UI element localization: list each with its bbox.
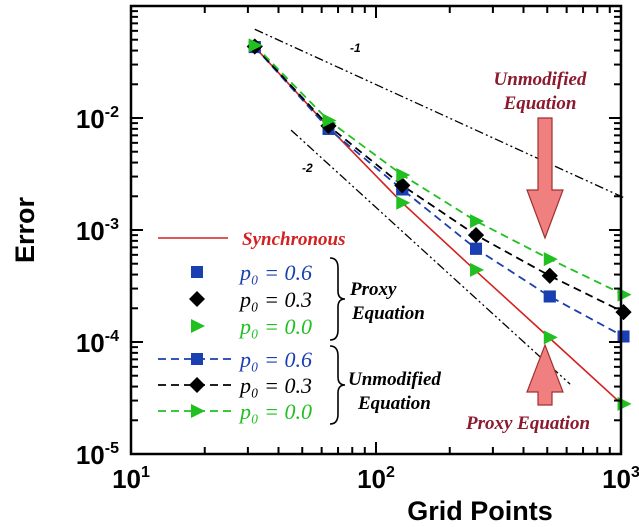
series-layer xyxy=(246,38,632,411)
annotation-unmodified-equation: Unmodified Equation xyxy=(494,69,587,114)
annotation-proxy-equation: Proxy Equation xyxy=(465,413,590,434)
arrow-down xyxy=(526,117,564,240)
annotations: Unmodified Equation Proxy Equation xyxy=(465,69,590,434)
series-6-point xyxy=(470,214,485,229)
series-6-point xyxy=(248,38,263,53)
legend-label: p₀ = 0.0 xyxy=(238,314,312,339)
legend-synchronous-label: Synchronous xyxy=(242,229,346,250)
reference-lines: -1 -2 xyxy=(254,28,624,385)
series-3-point xyxy=(396,195,411,210)
series-4-point xyxy=(543,290,556,303)
series-6-point xyxy=(322,113,337,128)
legend-swatch-marker xyxy=(191,266,203,278)
x-axis-title: Grid Points xyxy=(407,496,553,526)
legend-label: p₀ = 0.3 xyxy=(238,373,312,398)
legend-group-unmodified: Unmodified Equation xyxy=(348,369,441,414)
legend-swatch-marker xyxy=(189,291,205,307)
legend-swatch-marker xyxy=(189,377,205,393)
legend-label: p₀ = 0.6 xyxy=(238,347,312,372)
legend-group-proxy: Proxy Equation xyxy=(349,279,425,324)
slope-label-2: -2 xyxy=(302,161,313,175)
legend-brace-proxy xyxy=(329,257,346,341)
series-6-point xyxy=(396,167,411,182)
series-3-point xyxy=(543,330,558,345)
arrow-up xyxy=(526,343,564,406)
legend-brace-unmodified xyxy=(329,345,346,425)
legend-label: p₀ = 0.6 xyxy=(238,260,312,285)
series-5-dashed-line xyxy=(254,45,624,313)
legend-swatch-marker xyxy=(191,319,205,333)
reference-line-slope-2 xyxy=(290,129,571,385)
legend-swatch-marker xyxy=(191,404,205,418)
series-6-dashed-line xyxy=(254,44,624,296)
reference-line-slope-1 xyxy=(254,28,624,199)
legend-swatch-marker xyxy=(191,353,203,365)
series-5-point xyxy=(394,177,411,194)
y-axis-title: Error xyxy=(10,196,40,263)
legend-label: p₀ = 0.0 xyxy=(238,399,312,424)
series-6-point xyxy=(543,252,558,267)
series-4-point xyxy=(470,242,483,255)
legend-label: p₀ = 0.3 xyxy=(238,287,312,312)
series-4-point xyxy=(617,330,630,343)
series-5-point xyxy=(468,227,485,244)
y-tick-label: 10-5 xyxy=(76,440,119,470)
series-5-point xyxy=(541,267,558,284)
series-3-point xyxy=(470,262,485,277)
slope-label-1: -1 xyxy=(350,41,361,55)
series-4-dashed-line xyxy=(254,46,624,338)
